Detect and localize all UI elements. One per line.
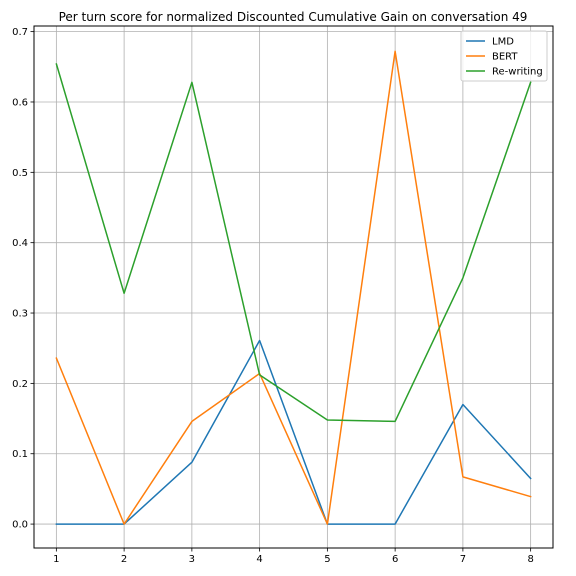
plot-area-frame [33, 25, 554, 549]
y-tick-label: 0.3 [12, 309, 28, 320]
legend-label: LMD [492, 37, 514, 48]
y-tick-label: 0.7 [12, 27, 28, 38]
x-tick-label: 1 [53, 554, 59, 565]
y-tick-label: 0.4 [12, 238, 28, 249]
series-lines [55, 50, 532, 525]
x-tick-label: 5 [324, 554, 330, 565]
x-tick-label: 4 [256, 554, 262, 565]
x-tick-label: 7 [460, 554, 466, 565]
grid [34, 26, 553, 548]
y-tick-label: 0.5 [12, 168, 28, 179]
legend-box [460, 30, 548, 82]
x-tick-label: 3 [189, 554, 195, 565]
y-tick-label: 0.1 [12, 449, 28, 460]
y-tick-label: 0.6 [12, 97, 28, 108]
y-tick-label: 0.2 [12, 379, 28, 390]
axis-ticks: 1 2 3 4 5 6 7 8 0.0 0.1 0.2 0.3 0.4 0.5 0.6 0.7 [12, 27, 534, 565]
series-line-re-writing [55, 63, 532, 423]
x-tick-label: 2 [121, 554, 127, 565]
x-tick-label: 8 [527, 554, 533, 565]
y-tick-label: 0.0 [12, 520, 28, 531]
legend: LMD BERT Re-writing [460, 30, 548, 82]
legend-label: BERT [492, 52, 518, 63]
legend-label: Re-writing [492, 67, 543, 78]
chart-title: Per turn score for normalized Discounted… [59, 10, 528, 24]
series-line-bert [55, 50, 532, 525]
series-line-lmd [55, 339, 532, 525]
x-tick-label: 6 [392, 554, 398, 565]
